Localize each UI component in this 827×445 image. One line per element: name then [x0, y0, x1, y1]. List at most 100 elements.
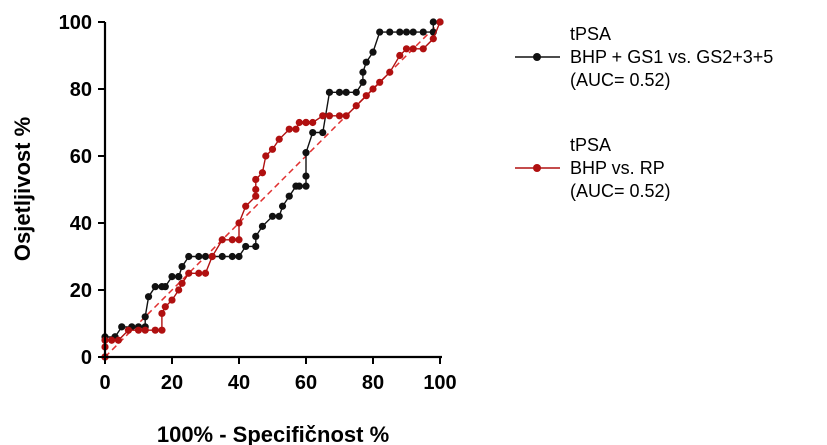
- axes: [103, 22, 442, 359]
- data-point: [114, 336, 122, 344]
- data-point: [362, 58, 370, 66]
- data-point: [359, 68, 367, 76]
- data-point: [275, 135, 283, 143]
- data-point: [151, 283, 159, 291]
- data-point: [175, 286, 183, 294]
- legend-text: tPSA: [570, 24, 611, 44]
- data-point: [124, 326, 133, 334]
- data-point: [319, 128, 327, 137]
- data-point: [242, 242, 250, 251]
- data-point: [376, 28, 384, 36]
- data-point: [118, 323, 126, 331]
- data-point: [178, 279, 186, 287]
- data-point: [218, 236, 226, 244]
- data-point: [285, 125, 293, 133]
- data-point: [235, 219, 243, 227]
- legend-entry-2: tPSA BHP vs. RP (AUC= 0.52): [515, 135, 671, 201]
- data-point: [262, 152, 270, 160]
- data-point: [396, 51, 404, 60]
- data-point: [325, 88, 334, 96]
- data-point: [161, 303, 169, 311]
- data-point: [359, 78, 367, 86]
- data-point: [419, 45, 427, 53]
- data-point: [386, 28, 394, 36]
- data-point: [158, 309, 166, 318]
- data-point: [178, 262, 186, 271]
- data-point: [376, 78, 384, 86]
- data-point: [268, 145, 277, 153]
- legend-text: (AUC= 0.52): [570, 70, 671, 90]
- legend-entry-1: tPSA BHP + GS1 vs. GS2+3+5 (AUC= 0.52): [515, 24, 773, 90]
- data-point: [369, 85, 377, 93]
- data-point: [168, 273, 176, 281]
- data-point: [252, 242, 260, 251]
- data-point: [302, 118, 310, 127]
- data-point: [275, 212, 283, 220]
- ticks-layer: 0 20 40 60 80 100 0 20 40 60 80 100: [59, 12, 457, 394]
- data-point: [208, 252, 216, 261]
- data-point: [352, 102, 360, 110]
- data-point: [195, 252, 203, 261]
- data-point: [419, 28, 427, 36]
- y-tick-label: 0: [81, 347, 92, 369]
- data-point: [335, 88, 344, 96]
- x-tick-label: 20: [161, 372, 183, 394]
- legend-text: tPSA: [570, 135, 611, 155]
- data-point: [158, 326, 166, 334]
- data-point: [252, 175, 260, 184]
- data-point: [295, 182, 303, 190]
- data-point: [175, 273, 183, 281]
- y-tick-label: 40: [70, 213, 92, 235]
- data-point: [352, 88, 360, 96]
- data-point: [134, 326, 143, 334]
- data-point: [335, 112, 344, 120]
- data-point: [302, 149, 310, 157]
- data-point: [185, 252, 193, 261]
- data-point: [342, 88, 350, 96]
- data-point: [402, 45, 411, 53]
- data-point: [195, 269, 203, 277]
- data-point: [429, 18, 437, 26]
- x-tick-label: 0: [99, 372, 110, 394]
- data-point: [201, 269, 210, 277]
- data-point: [168, 296, 176, 304]
- data-point: [409, 28, 417, 36]
- data-point: [185, 269, 193, 277]
- data-point: [151, 326, 159, 334]
- data-point: [228, 236, 236, 244]
- data-point: [141, 326, 149, 334]
- data-point: [235, 236, 243, 244]
- data-point: [325, 112, 334, 120]
- data-point: [252, 192, 260, 200]
- y-tick-label: 80: [70, 79, 92, 101]
- data-point: [161, 283, 169, 291]
- data-point: [362, 92, 370, 100]
- x-tick-label: 60: [295, 372, 317, 394]
- data-point: [258, 222, 267, 230]
- data-point: [252, 232, 260, 240]
- y-tick-label: 20: [70, 280, 92, 302]
- data-point: [292, 125, 300, 133]
- data-point: [396, 28, 404, 36]
- x-axis-title: 100% - Specifičnost %: [157, 422, 389, 445]
- data-point: [429, 35, 437, 43]
- data-point: [201, 252, 210, 261]
- data-point: [302, 172, 310, 180]
- x-tick-label: 80: [362, 372, 384, 394]
- data-point: [141, 313, 149, 321]
- legend-text: BHP vs. RP: [570, 158, 665, 178]
- legend-marker: [533, 164, 541, 172]
- data-point: [258, 169, 267, 177]
- y-tick-label: 60: [70, 146, 92, 168]
- data-point: [302, 182, 310, 190]
- x-tick-label: 100: [423, 372, 456, 394]
- series-layer: [101, 18, 444, 361]
- data-point: [242, 202, 250, 210]
- legend-marker: [533, 53, 541, 61]
- data-point: [342, 112, 350, 120]
- data-point: [218, 252, 226, 261]
- data-point: [108, 336, 116, 344]
- data-point: [268, 212, 277, 220]
- data-point: [252, 185, 260, 194]
